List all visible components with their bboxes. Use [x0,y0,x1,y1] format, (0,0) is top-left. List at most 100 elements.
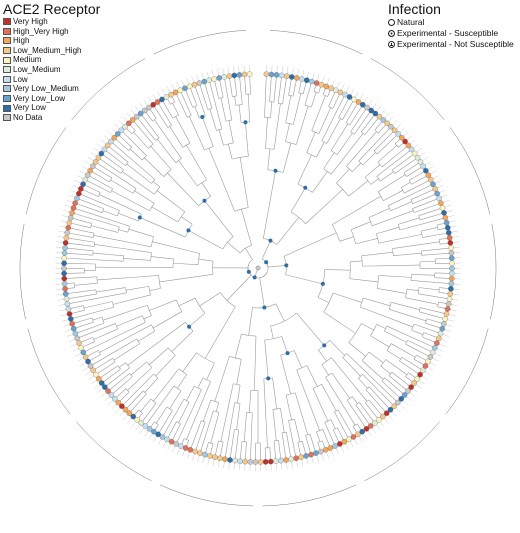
species-tip-marker [206,77,212,83]
branch-line [364,116,380,136]
infection-legend-title: Infection [388,1,441,17]
branch-line [239,441,243,462]
species-tip-marker [72,330,79,337]
branch-line [67,292,127,305]
branch-line [365,389,387,414]
branch-line [361,113,376,133]
branch-line [277,75,282,104]
species-tip-marker [268,458,274,465]
branch-line [405,343,431,358]
species-tip-marker [257,459,264,465]
species-tip-marker [87,167,93,174]
species-tip-marker [84,172,91,178]
branch-arc [177,211,186,223]
branch-line [365,402,380,420]
branch-line [161,99,173,119]
branch-line [346,400,367,430]
species-tip-marker [62,245,68,251]
species-tip-marker [308,451,314,458]
branch-line [249,74,251,95]
branch-line [292,93,302,125]
branch-line [220,97,227,122]
branch-line [220,383,234,442]
branch-line [186,385,195,401]
branch-line [312,388,329,422]
species-tip-marker [247,459,254,465]
branch-line [377,288,407,294]
branch-line [194,84,206,117]
branch-line [355,238,378,245]
branch-line [323,152,335,169]
branch-line [419,311,446,320]
branch-arc [210,399,219,403]
species-tip-marker [446,229,452,236]
branch-line [411,329,424,335]
receptor-legend-item: Medium [3,55,100,65]
branch-line [362,374,395,407]
species-tip-marker [436,195,442,202]
branch-line [239,157,249,208]
species-tip-marker [355,431,361,438]
clade-bracket [445,328,489,415]
branch-line [264,340,269,379]
branch-line [323,311,356,334]
branch-arc [192,105,198,108]
species-tip-marker [342,91,348,98]
branch-line [406,166,424,177]
species-tip-marker [423,167,429,174]
branch-arc [361,351,370,361]
branch-line [305,435,312,455]
branch-line [214,440,219,458]
branch-arc [323,168,332,175]
branch-line [346,353,398,403]
branch-line [227,242,241,254]
species-tip-marker [90,367,96,374]
species-tip-marker [104,142,111,149]
species-tip-marker [388,123,394,130]
branch-line [412,193,438,205]
branch-line [306,132,316,153]
branch-line [239,74,243,105]
branch-arc [306,152,317,158]
clade-labels [19,30,497,507]
species-tip-marker [441,321,447,327]
internal-node-marker [200,114,205,119]
branch-line [285,95,292,123]
species-tip-marker [61,275,68,282]
branch-line [159,274,214,283]
branch-line [118,229,128,233]
branch-line [197,377,204,389]
branch-line [394,157,418,174]
branch-arc [235,104,243,106]
species-tip-marker [434,190,440,197]
branch-line [346,131,377,167]
branch-line [184,88,193,108]
species-tip-marker [445,301,452,307]
species-tip-marker [445,224,451,231]
branch-line [376,133,399,155]
branch-line [66,237,95,243]
species-tip-marker [442,215,449,221]
branch-line [372,210,414,227]
branch-line [336,168,350,184]
branch-line [337,409,354,438]
species-tip-marker [118,127,125,134]
branch-line [330,133,364,175]
branch-line [73,321,94,329]
species-tip-marker [68,316,74,322]
branch-line [254,336,257,391]
species-tip-marker [217,455,223,461]
species-tip-marker [411,380,417,386]
branch-arc [110,188,113,193]
branch-line [167,172,199,206]
branch-line [202,116,214,147]
branch-line [391,371,412,388]
branch-line [204,81,213,109]
color-swatch [3,85,11,93]
branch-line [122,171,155,195]
branch-arc [350,131,355,135]
species-tip-marker [439,325,446,332]
branch-arc [175,299,183,312]
species-tip-marker [126,120,132,127]
clade-bracket [370,58,445,121]
